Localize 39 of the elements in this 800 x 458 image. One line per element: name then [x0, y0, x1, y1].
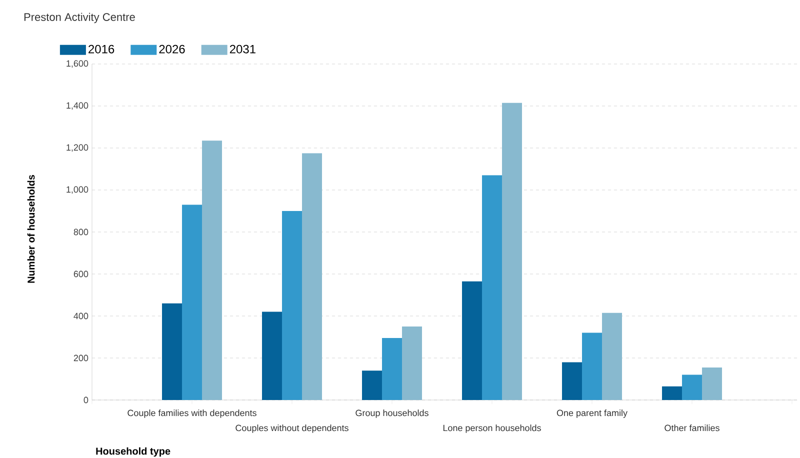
x-tick-label: Lone person households — [443, 424, 541, 433]
bar — [202, 140, 222, 400]
y-tick-label: 400 — [74, 312, 88, 320]
bar — [702, 367, 722, 400]
bar — [262, 312, 282, 400]
y-tick-label: 600 — [74, 270, 88, 278]
bar — [482, 175, 502, 400]
bar — [382, 338, 402, 400]
chart-title: Preston Activity Centre — [24, 12, 135, 24]
y-tick-label: 1,200 — [66, 144, 88, 152]
bar — [282, 211, 302, 400]
bar — [302, 153, 322, 400]
bar — [602, 312, 622, 400]
y-tick-label: 1,600 — [66, 60, 88, 68]
x-tick-label: One parent family — [556, 410, 628, 418]
bar — [502, 102, 522, 400]
bar — [462, 281, 482, 400]
y-tick-label: 1,000 — [66, 186, 88, 194]
legend-label: 2031 — [230, 44, 256, 54]
y-tick-label: 0 — [84, 396, 88, 404]
x-tick-label: Couple families with dependents — [128, 410, 256, 418]
x-tick-label: Group households — [356, 410, 428, 418]
x-tick-label: Couples without dependents — [236, 424, 348, 433]
y-tick-label: 200 — [74, 354, 88, 362]
legend-label: 2026 — [159, 44, 185, 54]
y-tick-label: 1,400 — [66, 102, 88, 110]
bar — [582, 332, 602, 400]
y-axis-title: Number of households — [27, 174, 35, 283]
bar — [402, 326, 422, 400]
x-tick-label: Other families — [664, 424, 720, 432]
bar — [682, 374, 702, 400]
bar — [362, 370, 382, 400]
bar — [562, 362, 582, 400]
bar — [162, 303, 182, 400]
bar — [182, 204, 202, 400]
legend-label: 2016 — [88, 44, 114, 54]
y-tick-label: 800 — [74, 228, 88, 236]
bar — [662, 386, 682, 400]
x-axis-title: Household type — [96, 447, 170, 457]
